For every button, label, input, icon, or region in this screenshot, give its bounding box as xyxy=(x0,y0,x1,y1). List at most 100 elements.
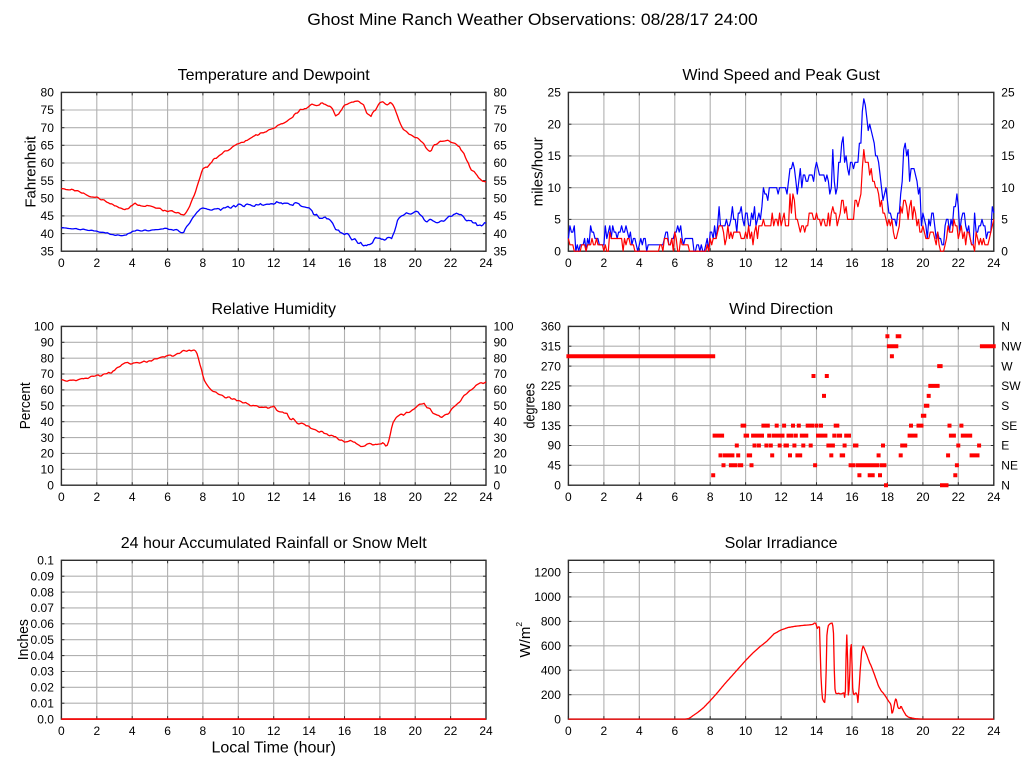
svg-text:2: 2 xyxy=(93,256,100,270)
svg-text:N: N xyxy=(1001,320,1010,334)
svg-text:14: 14 xyxy=(302,490,316,504)
svg-text:22: 22 xyxy=(952,490,966,504)
svg-text:360: 360 xyxy=(541,320,561,334)
svg-text:90: 90 xyxy=(494,336,508,350)
svg-text:80: 80 xyxy=(494,86,508,100)
svg-text:4: 4 xyxy=(636,724,643,738)
svg-text:24: 24 xyxy=(479,490,493,504)
svg-text:45: 45 xyxy=(494,209,508,223)
svg-text:20: 20 xyxy=(494,447,508,461)
svg-text:4: 4 xyxy=(129,490,136,504)
svg-text:22: 22 xyxy=(444,490,458,504)
svg-text:40: 40 xyxy=(494,415,508,429)
svg-text:Local Time (hour): Local Time (hour) xyxy=(211,740,336,757)
svg-text:10: 10 xyxy=(739,724,753,738)
svg-text:5: 5 xyxy=(1001,213,1008,227)
svg-text:60: 60 xyxy=(41,156,55,170)
svg-text:6: 6 xyxy=(671,256,678,270)
svg-text:8: 8 xyxy=(200,724,207,738)
svg-text:14: 14 xyxy=(302,724,316,738)
svg-text:W: W xyxy=(1001,359,1013,373)
svg-text:18: 18 xyxy=(373,256,387,270)
svg-text:0: 0 xyxy=(565,724,572,738)
svg-text:270: 270 xyxy=(541,359,561,373)
svg-text:18: 18 xyxy=(881,256,895,270)
svg-text:20: 20 xyxy=(548,117,562,131)
svg-text:Solar Irradiance: Solar Irradiance xyxy=(725,535,838,552)
svg-text:Percent: Percent xyxy=(17,382,34,430)
svg-text:0.04: 0.04 xyxy=(31,649,55,663)
svg-text:22: 22 xyxy=(444,724,458,738)
svg-text:1200: 1200 xyxy=(534,566,561,580)
svg-text:10: 10 xyxy=(232,256,246,270)
svg-text:Fahrenheit: Fahrenheit xyxy=(23,135,40,208)
svg-text:25: 25 xyxy=(548,86,562,100)
svg-text:0: 0 xyxy=(494,478,501,492)
svg-text:6: 6 xyxy=(671,724,678,738)
svg-text:10: 10 xyxy=(232,724,246,738)
svg-text:20: 20 xyxy=(41,447,55,461)
svg-text:0: 0 xyxy=(565,490,572,504)
svg-text:60: 60 xyxy=(494,156,508,170)
svg-text:10: 10 xyxy=(232,490,246,504)
svg-text:0: 0 xyxy=(554,712,561,726)
svg-text:0: 0 xyxy=(1001,244,1008,258)
svg-text:6: 6 xyxy=(164,490,171,504)
svg-text:25: 25 xyxy=(1001,86,1015,100)
svg-text:20: 20 xyxy=(1001,117,1015,131)
svg-text:35: 35 xyxy=(41,244,55,258)
svg-text:40: 40 xyxy=(41,415,55,429)
svg-text:30: 30 xyxy=(41,431,55,445)
svg-text:12: 12 xyxy=(267,256,281,270)
svg-text:24: 24 xyxy=(987,256,1001,270)
svg-text:Inches: Inches xyxy=(15,619,32,660)
svg-text:0: 0 xyxy=(554,244,561,258)
svg-text:24: 24 xyxy=(479,724,493,738)
svg-text:24: 24 xyxy=(479,256,493,270)
svg-text:0.02: 0.02 xyxy=(31,681,55,695)
svg-text:2: 2 xyxy=(601,724,608,738)
svg-text:45: 45 xyxy=(41,209,55,223)
svg-text:4: 4 xyxy=(129,256,136,270)
svg-text:20: 20 xyxy=(409,256,423,270)
svg-text:90: 90 xyxy=(41,336,55,350)
svg-text:Wind Speed and Peak Gust: Wind Speed and Peak Gust xyxy=(682,67,880,84)
svg-text:16: 16 xyxy=(845,724,859,738)
svg-text:50: 50 xyxy=(41,192,55,206)
svg-text:225: 225 xyxy=(541,379,561,393)
svg-text:18: 18 xyxy=(373,490,387,504)
svg-text:80: 80 xyxy=(41,86,55,100)
svg-text:6: 6 xyxy=(164,724,171,738)
svg-text:40: 40 xyxy=(494,227,508,241)
svg-text:60: 60 xyxy=(41,383,55,397)
svg-text:35: 35 xyxy=(494,244,508,258)
svg-text:24: 24 xyxy=(987,490,1001,504)
svg-text:W/m2: W/m2 xyxy=(514,622,534,658)
svg-text:14: 14 xyxy=(810,724,824,738)
svg-text:315: 315 xyxy=(541,339,561,353)
svg-text:30: 30 xyxy=(494,431,508,445)
svg-text:2: 2 xyxy=(93,490,100,504)
svg-text:70: 70 xyxy=(494,121,508,135)
svg-text:75: 75 xyxy=(41,103,55,117)
svg-text:20: 20 xyxy=(409,490,423,504)
svg-text:22: 22 xyxy=(444,256,458,270)
svg-text:22: 22 xyxy=(952,724,966,738)
svg-text:N: N xyxy=(1001,478,1010,492)
svg-text:6: 6 xyxy=(671,490,678,504)
svg-text:14: 14 xyxy=(810,490,824,504)
svg-text:55: 55 xyxy=(41,174,55,188)
svg-text:20: 20 xyxy=(409,724,423,738)
svg-text:Temperature and Dewpoint: Temperature and Dewpoint xyxy=(178,67,371,84)
svg-text:180: 180 xyxy=(541,399,561,413)
svg-text:65: 65 xyxy=(494,139,508,153)
svg-text:miles/hour: miles/hour xyxy=(529,137,546,206)
svg-text:8: 8 xyxy=(707,724,714,738)
svg-text:16: 16 xyxy=(845,490,859,504)
svg-text:18: 18 xyxy=(881,724,895,738)
svg-text:SE: SE xyxy=(1001,419,1017,433)
svg-text:10: 10 xyxy=(739,256,753,270)
svg-text:1000: 1000 xyxy=(534,590,561,604)
svg-text:0: 0 xyxy=(565,256,572,270)
svg-text:0.05: 0.05 xyxy=(31,633,55,647)
